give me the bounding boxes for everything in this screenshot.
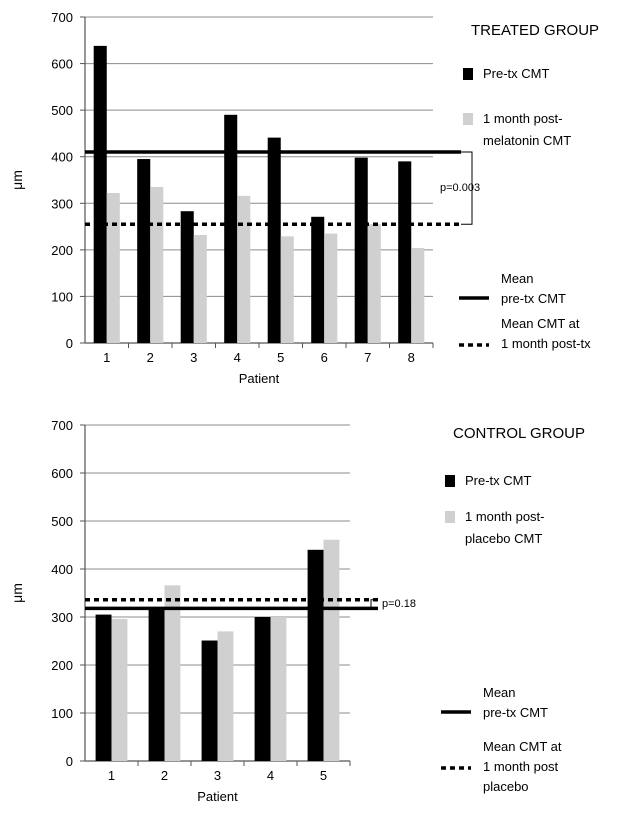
p-value-bracket <box>461 151 473 225</box>
y-tick-label: 600 <box>51 57 73 72</box>
y-axis-label: μm <box>9 583 25 603</box>
legend-label: Mean <box>501 271 534 286</box>
y-tick-label: 600 <box>51 466 73 481</box>
legend-label: Mean <box>483 685 516 700</box>
chart-title: CONTROL GROUP <box>453 425 585 442</box>
x-tick-label: 4 <box>234 350 241 365</box>
y-tick-label: 300 <box>51 610 73 625</box>
bar-post-patient-7 <box>367 224 381 343</box>
bar-pre-tx-patient-2 <box>137 159 151 343</box>
p-value-annotation: p=0.18 <box>382 598 416 610</box>
x-tick-label: 7 <box>364 350 371 365</box>
bar-post-patient-5 <box>323 539 340 761</box>
y-tick-label: 300 <box>51 196 73 211</box>
bar-pre-tx-patient-6 <box>311 216 325 343</box>
chart-title: TREATED GROUP <box>471 22 599 39</box>
y-tick-label: 400 <box>51 150 73 165</box>
legend-label: 1 month post-tx <box>501 336 591 351</box>
legend-label: Pre-tx CMT <box>465 473 532 488</box>
bar-pre-tx-patient-5 <box>307 549 324 761</box>
legend-swatch <box>445 475 455 487</box>
bar-post-patient-2 <box>164 585 181 761</box>
legend-label: melatonin CMT <box>483 133 571 148</box>
y-tick-label: 700 <box>51 418 73 433</box>
bar-pre-tx-patient-8 <box>398 161 412 343</box>
bar-pre-tx-patient-1 <box>95 614 112 761</box>
bar-post-patient-1 <box>111 618 128 761</box>
bar-pre-tx-patient-5 <box>267 137 281 343</box>
x-tick-label: 1 <box>103 350 110 365</box>
bar-pre-tx-patient-3 <box>180 211 194 343</box>
legend-label: pre-tx CMT <box>501 291 566 306</box>
legend-label: placebo CMT <box>465 531 542 546</box>
p-value-annotation: p=0.003 <box>440 182 480 194</box>
bar-post-patient-3 <box>193 234 207 343</box>
legend-label: Mean CMT at <box>483 739 562 754</box>
y-tick-label: 200 <box>51 658 73 673</box>
legend-label: Mean CMT at <box>501 316 580 331</box>
y-tick-label: 200 <box>51 243 73 258</box>
legend-label: 1 month post- <box>483 111 563 126</box>
bar-pre-tx-patient-4 <box>254 617 271 761</box>
legend-label: placebo <box>483 779 529 794</box>
y-tick-label: 0 <box>66 754 73 769</box>
bar-post-patient-4 <box>270 617 287 761</box>
y-tick-label: 100 <box>51 289 73 304</box>
x-tick-label: 8 <box>408 350 415 365</box>
x-tick-label: 3 <box>214 768 221 783</box>
x-tick-label: 1 <box>108 768 115 783</box>
bar-pre-tx-patient-2 <box>148 607 165 761</box>
bar-post-patient-1 <box>106 193 120 343</box>
legend-label: Pre-tx CMT <box>483 66 550 81</box>
bar-post-patient-4 <box>237 195 251 343</box>
y-tick-label: 500 <box>51 103 73 118</box>
x-axis-label: Patient <box>239 371 280 386</box>
x-tick-label: 5 <box>277 350 284 365</box>
bar-post-patient-8 <box>411 247 425 343</box>
x-tick-label: 2 <box>161 768 168 783</box>
bar-post-patient-6 <box>324 233 338 343</box>
y-tick-label: 400 <box>51 562 73 577</box>
legend-label: pre-tx CMT <box>483 705 548 720</box>
x-tick-label: 2 <box>147 350 154 365</box>
x-tick-label: 3 <box>190 350 197 365</box>
legend-label: 1 month post- <box>465 509 545 524</box>
x-axis-label: Patient <box>197 789 238 804</box>
chart-control-group: 0 100 200 300 400 500 600 700 1 2 3 4 5 Patient μm p=0.… <box>9 418 585 804</box>
bar-post-patient-5 <box>280 236 294 343</box>
y-tick-label: 500 <box>51 514 73 529</box>
x-tick-label: 4 <box>267 768 274 783</box>
x-tick-label: 6 <box>321 350 328 365</box>
y-tick-label: 100 <box>51 706 73 721</box>
y-axis-label: μm <box>9 170 25 190</box>
bar-post-patient-3 <box>217 631 234 761</box>
bar-pre-tx-patient-3 <box>201 640 218 761</box>
bar-pre-tx-patient-1 <box>93 45 107 343</box>
chart-treated-group: 0 100 200 300 400 500 600 700 1 2 3 4 5 6 7 8 Patient μm p… <box>9 10 599 386</box>
legend-swatch <box>463 68 473 80</box>
bar-pre-tx-patient-4 <box>224 114 238 343</box>
legend-swatch <box>445 511 455 523</box>
x-tick-label: 5 <box>320 768 327 783</box>
legend-swatch <box>463 113 473 125</box>
y-tick-label: 700 <box>51 10 73 25</box>
bar-pre-tx-patient-7 <box>354 157 368 343</box>
p-value-bracket <box>370 599 378 609</box>
legend-label: 1 month post <box>483 759 559 774</box>
y-tick-label: 0 <box>66 336 73 351</box>
bar-post-patient-2 <box>150 186 164 343</box>
